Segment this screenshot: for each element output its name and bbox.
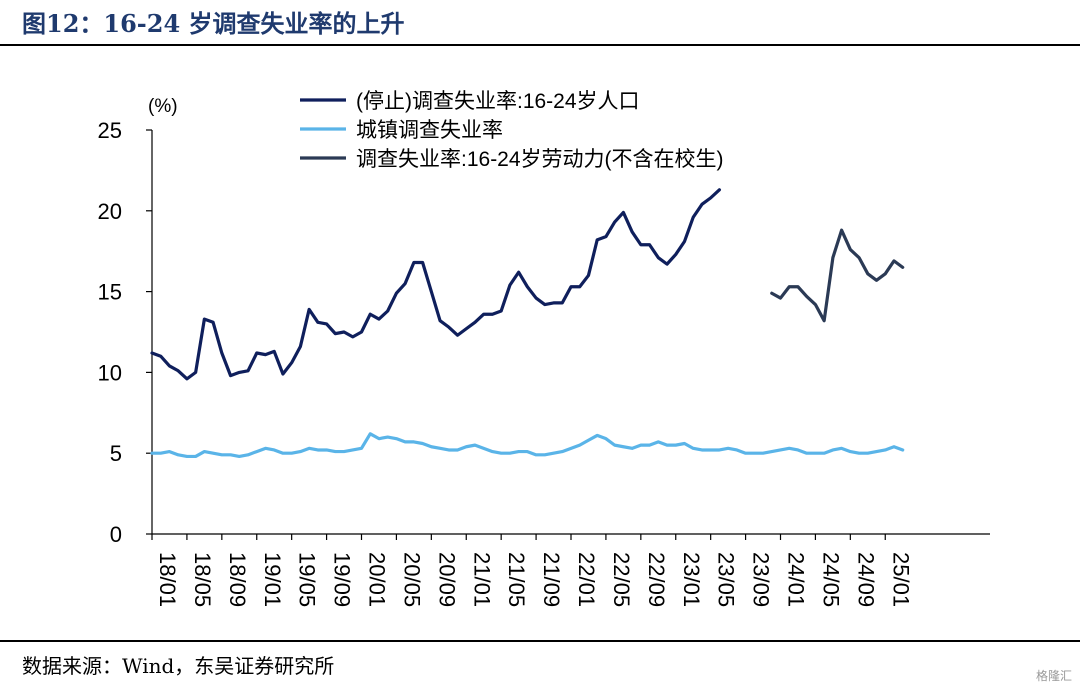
source-note: 数据来源：Wind，东吴证券研究所: [22, 654, 335, 678]
chart-title: 图12：16-24 岁调查失业率的上升: [22, 9, 405, 38]
watermark: 格隆汇: [1035, 669, 1072, 683]
x-tick-label: 21/05: [504, 552, 529, 607]
bottom-rule: [0, 640, 1080, 642]
y-tick-label: 0: [110, 522, 122, 547]
x-tick-label: 25/01: [888, 552, 913, 607]
legend: (停止)调查失业率:16-24岁人口城镇调查失业率调查失业率:16-24岁劳动力…: [300, 90, 724, 171]
x-tick-label: 24/05: [818, 552, 843, 607]
axes: 0 5 10 15 20 25 (%) 18/01 18/05 18/09 19/01 19/05 19…: [98, 96, 990, 607]
y-tick-label: 10: [98, 360, 122, 385]
legend-label-3: 调查失业率:16-24岁劳动力(不含在校生): [356, 148, 724, 171]
x-tick-label: 21/01: [469, 552, 494, 607]
x-tick-label: 22/05: [609, 552, 634, 607]
x-tick-label: 19/09: [330, 552, 355, 607]
x-tick-label: 24/01: [784, 552, 809, 607]
x-tick-label: 23/01: [679, 552, 704, 607]
x-tick-label: 20/09: [434, 552, 459, 607]
top-rule: [0, 44, 1080, 46]
y-tick-label: 20: [98, 199, 122, 224]
x-tick-label: 18/01: [155, 552, 180, 607]
y-tick-label: 5: [110, 441, 122, 466]
x-tick-label: 22/01: [574, 552, 599, 607]
x-tick-label: 19/01: [260, 552, 285, 607]
x-tick-label: 23/05: [714, 552, 739, 607]
legend-label-2: 城镇调查失业率: [356, 119, 503, 142]
x-tick-label: 24/09: [853, 552, 878, 607]
series-layer: [150, 188, 905, 459]
x-tick-label: 18/09: [225, 552, 250, 607]
x-tick-label: 18/05: [190, 552, 215, 607]
series-line-2: [150, 432, 905, 459]
series-line-1: [150, 188, 722, 381]
y-tick-label: 15: [98, 280, 122, 305]
x-tick-label: 20/01: [365, 552, 390, 607]
y-tick-label: 25: [98, 118, 122, 143]
legend-label-1: (停止)调查失业率:16-24岁人口: [356, 90, 640, 113]
y-unit-label: (%): [148, 96, 178, 117]
series-line-3: [770, 228, 905, 323]
x-tick-label: 22/09: [644, 552, 669, 607]
x-tick-label: 23/09: [749, 552, 774, 607]
line-chart: 0 5 10 15 20 25 (%) 18/01 18/05 18/09 19/01 19/05 19…: [98, 90, 990, 607]
x-tick-label: 19/05: [295, 552, 320, 607]
x-tick-label: 20/05: [399, 552, 424, 607]
x-tick-label: 21/09: [539, 552, 564, 607]
